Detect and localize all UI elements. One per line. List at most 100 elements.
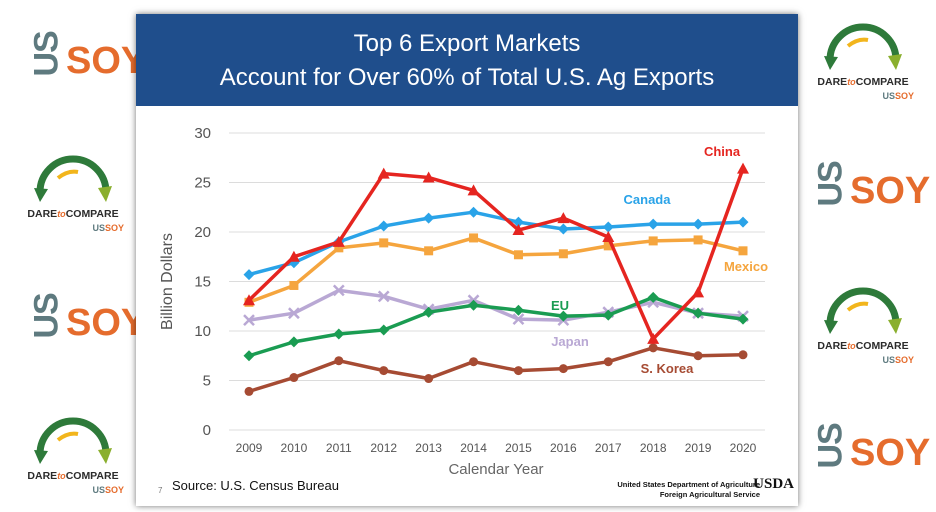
point-eu <box>557 310 569 322</box>
x-tick-label: 2009 <box>236 441 263 455</box>
dare-arc-icon <box>824 287 902 334</box>
series-line-china <box>247 168 745 341</box>
dare-to-compare-logo-left-1: DAREtoCOMPARE USSOY <box>18 148 128 240</box>
source-note: Source: U.S. Census Bureau <box>172 478 339 493</box>
small-ussoy-text: USSOY <box>92 223 124 233</box>
point-china <box>377 167 390 179</box>
series-label-canada: Canada <box>624 192 672 207</box>
x-tick-label: 2015 <box>505 441 532 455</box>
point-s-korea <box>648 343 658 353</box>
x-tick-label: 2013 <box>415 441 442 455</box>
point-eu <box>378 324 390 336</box>
point-japan <box>243 314 255 326</box>
point-canada <box>602 221 614 233</box>
point-mexico <box>648 236 658 246</box>
ussoy-logo-left-1: US SOY <box>28 31 147 83</box>
point-china <box>512 224 525 236</box>
y-tick-label: 20 <box>194 224 211 241</box>
point-s-korea <box>379 366 389 376</box>
usda-fas-text: Foreign Agricultural Service <box>659 490 760 499</box>
point-canada <box>423 212 435 224</box>
x-tick-label: 2011 <box>326 441 352 455</box>
series-line-mexico <box>248 236 744 304</box>
point-s-korea <box>424 374 434 384</box>
point-eu <box>647 291 659 303</box>
point-mexico <box>379 238 389 248</box>
y-tick-label: 0 <box>203 422 211 439</box>
point-mexico <box>469 233 479 243</box>
point-mexico <box>693 235 703 245</box>
ussoy-logo-soy: SOY <box>66 40 147 82</box>
point-eu <box>288 336 300 348</box>
small-ussoy-text: USSOY <box>882 355 914 365</box>
point-canada <box>468 206 480 218</box>
point-china <box>422 171 435 183</box>
dare-to-compare-logo-right-2: DAREtoCOMPARE USSOY <box>808 280 918 372</box>
line-chart: 0 5 10 15 20 25 30 2009 2010 2011 2012 2013 2014 2015… <box>159 125 768 478</box>
ussoy-logo-soy: SOY <box>66 302 147 344</box>
point-mexico <box>603 241 613 251</box>
dare-to-compare-logo-right-1: DAREtoCOMPARE USSOY <box>808 16 918 108</box>
title-banner: Top 6 Export Markets Account for Over 60… <box>136 14 798 106</box>
y-tick-label: 5 <box>203 373 211 390</box>
ussoy-logo-us: US <box>811 161 850 207</box>
point-s-korea <box>289 373 299 383</box>
point-s-korea <box>513 366 523 376</box>
x-tick-label: 2010 <box>281 441 308 455</box>
x-tick-label: 2018 <box>640 441 667 455</box>
dare-to-compare-text: DAREtoCOMPARE <box>817 76 909 88</box>
point-mexico <box>558 249 568 259</box>
point-eu <box>333 328 345 340</box>
series-label-mexico: Mexico <box>724 259 768 274</box>
point-china <box>557 212 570 224</box>
x-tick-label: 2020 <box>730 441 757 455</box>
ussoy-logo-soy: SOY <box>850 432 931 474</box>
page-number: 7 <box>158 486 163 495</box>
series-line-canada <box>248 210 744 277</box>
point-s-korea <box>738 350 748 360</box>
x-tick-label: 2012 <box>370 441 397 455</box>
point-s-korea <box>693 351 703 361</box>
point-china <box>467 184 480 196</box>
point-mexico <box>424 246 434 256</box>
point-mexico <box>334 243 344 253</box>
point-china <box>692 286 705 298</box>
dare-arc-icon <box>34 417 112 464</box>
x-tick-label: 2016 <box>550 441 577 455</box>
dare-to-compare-logo-left-2: DAREtoCOMPARE USSOY <box>18 410 128 502</box>
point-eu <box>423 306 435 318</box>
point-japan <box>332 284 345 297</box>
ussoy-logo-us: US <box>811 423 850 469</box>
series-label-china: China <box>704 144 741 159</box>
point-china <box>647 332 660 344</box>
dare-to-compare-text: DAREtoCOMPARE <box>27 208 119 220</box>
point-eu <box>512 304 524 316</box>
series-label-eu: EU <box>551 298 569 313</box>
ussoy-logo-right-1: US SOY <box>812 161 931 213</box>
point-s-korea <box>603 357 613 367</box>
y-tick-label: 15 <box>194 274 211 291</box>
point-mexico <box>289 280 299 290</box>
small-ussoy-text: USSOY <box>882 91 914 101</box>
point-japan <box>377 290 390 303</box>
point-japan <box>288 307 300 320</box>
point-eu <box>468 299 480 311</box>
ussoy-logo-us: US <box>27 293 66 339</box>
point-eu <box>737 313 749 325</box>
x-tick-label: 2019 <box>685 441 712 455</box>
y-tick-label: 25 <box>194 175 211 192</box>
dare-arc-icon <box>34 155 112 202</box>
point-china <box>602 230 615 242</box>
ussoy-logo-us: US <box>27 31 66 77</box>
point-s-korea <box>558 364 568 374</box>
series-label-japan: Japan <box>551 334 589 349</box>
point-s-korea <box>469 357 479 367</box>
dare-arc-icon <box>824 23 902 70</box>
series-line-eu <box>248 295 744 358</box>
point-canada <box>512 216 524 228</box>
dare-to-compare-text: DAREtoCOMPARE <box>27 470 119 482</box>
point-canada <box>243 269 255 281</box>
point-canada <box>737 216 749 228</box>
point-canada <box>557 223 569 235</box>
series-label-s-korea: S. Korea <box>641 361 695 376</box>
